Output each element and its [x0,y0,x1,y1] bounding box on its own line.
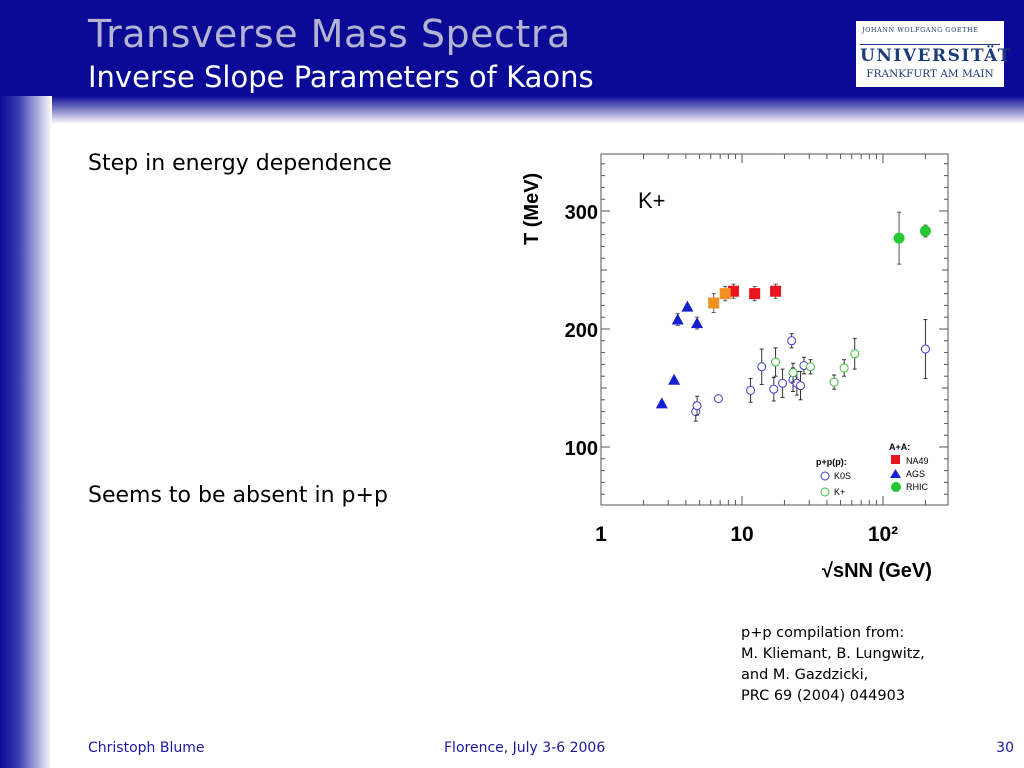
series-4-point-10 [796,381,806,391]
axis-ticks [600,154,948,505]
header-gradient [0,96,1024,124]
bullet-text-2: Seems to be absent in p+p [88,483,388,508]
x-tick-label-100: 10² [868,523,898,546]
series-2-point-2 [671,313,684,325]
series-4-point-5 [769,384,779,394]
x-tick-label-10: 10 [730,523,753,546]
series-5-point-3 [829,377,839,387]
legend-pp-title: p+p(p): [816,457,847,467]
legend-ags-label: AGS [906,469,925,479]
legend-ags: AGS [890,469,925,479]
legend-na49-marker [891,455,900,464]
header-bar [0,0,1024,96]
reference-line-2: M. Kliemant, B. Lungwitz, [741,646,925,662]
legend-rhic-marker [891,482,901,492]
series-0-point-1 [749,288,761,300]
legend-na49: NA49 [891,455,929,466]
page-number: 30 [996,740,1014,756]
series-2-point-3 [681,300,694,312]
series-2-point-0 [655,397,668,409]
reference-line-1: p+p compilation from: [741,625,905,641]
legend-kplus-label: K+ [834,487,845,497]
logo-line-2: UNIVERSITÄT [860,46,1012,66]
series-4-point-12 [920,344,930,354]
series-3-point-0 [893,232,905,244]
series-0-point-0 [727,285,739,297]
series-2-point-4 [691,317,704,329]
series-5-point-5 [850,349,860,359]
logo-line-3: FRANKFURT AM MAIN [866,68,994,80]
series-0-point-2 [770,285,782,297]
particle-annotation: K+ [638,188,666,213]
legend-ags-marker [890,469,901,478]
slide-subtitle: Inverse Slope Parameters of Kaons [88,60,594,94]
y-tick-label-200: 200 [565,320,598,342]
legend-k0s-label: K0S [834,471,851,481]
series-4-point-7 [787,336,797,346]
reference-line-4: PRC 69 (2004) 044903 [741,688,906,704]
y-axis-label: T (MeV) [521,173,543,245]
series-4-point-4 [757,362,767,372]
series-1-point-1 [719,288,731,300]
series-4-point-6 [778,378,788,388]
legend-rhic-label: RHIC [906,482,928,492]
logo-rule [860,44,1000,45]
legend-aa-title: A+A: [889,442,910,452]
y-tick-label-300: 300 [565,202,598,224]
reference-note: p+p compilation from: M. Kliemant, B. Lu… [741,623,925,707]
x-axis-label: √sNN (GeV) [822,560,932,582]
reference-line-3: and M. Gazdzicki, [741,667,869,683]
x-tick-label-1: 1 [595,523,607,546]
series-5-point-2 [805,362,815,372]
series-4-point-2 [713,394,723,404]
series-3-point-1 [919,225,931,237]
series-1-point-0 [708,297,720,309]
series-2-point-1 [668,373,681,385]
legend-k0s: K0S [820,471,851,481]
series-4-point-3 [746,385,756,395]
legend-k0s-marker [820,471,830,481]
logo-line-1: JOHANN WOLFGANG GOETHE [862,26,979,34]
slide-title: Transverse Mass Spectra [88,12,571,56]
series-5-point-1 [788,368,798,378]
legend-na49-label: NA49 [906,456,929,466]
bullet-text-1: Step in energy dependence [88,151,392,176]
y-tick-label-100: 100 [565,438,598,460]
series-4-point-1 [692,401,702,411]
legend-kplus-marker [820,487,830,497]
series-5-point-4 [839,363,849,373]
university-logo: JOHANN WOLFGANG GOETHE UNIVERSITÄT FRANK… [856,21,1012,87]
legend-rhic: RHIC [891,482,928,492]
series-5-point-0 [771,357,781,367]
footer-author: Christoph Blume [88,740,205,756]
legend-kplus: K+ [820,487,845,497]
left-gradient-bar [0,96,52,768]
footer-venue: Florence, July 3-6 2006 [444,740,606,756]
data-marks [655,211,931,422]
